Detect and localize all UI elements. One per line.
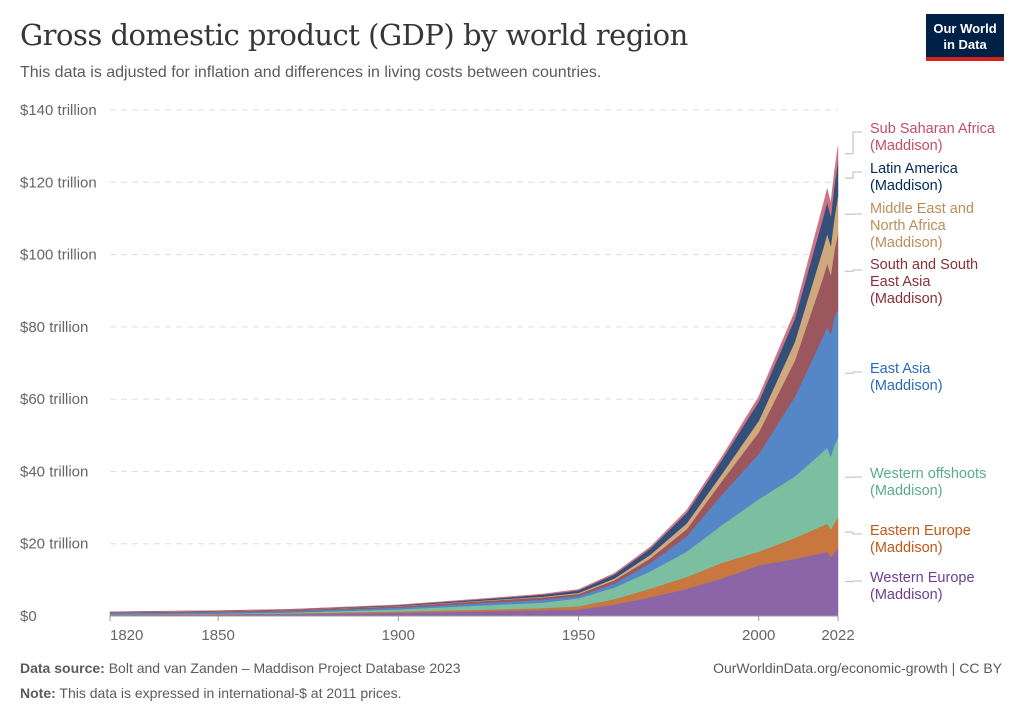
legend-leader-line <box>845 171 862 179</box>
note-text: This data is expressed in international-… <box>59 685 402 701</box>
legend-label: East Asia (Maddison) <box>870 361 943 394</box>
legend-leader-line <box>845 371 862 374</box>
note-label: Note: <box>20 685 56 701</box>
x-tick-label: 2022 <box>821 627 854 644</box>
source-link[interactable]: OurWorldinData.org/economic-growth | CC … <box>713 660 1002 676</box>
legend-label: South and South East Asia (Maddison) <box>870 257 978 307</box>
source-label: Data source: <box>20 660 105 676</box>
legend-label: Sub Saharan Africa (Maddison) <box>870 121 996 154</box>
y-tick-label: $0 <box>20 608 37 625</box>
y-tick-label: $140 trillion <box>20 102 97 119</box>
x-tick-label: 1850 <box>201 627 234 644</box>
note: Note: This data is expressed in internat… <box>20 685 402 701</box>
x-tick-label: 1950 <box>562 627 595 644</box>
data-source: Data source: Bolt and van Zanden – Maddi… <box>20 660 461 676</box>
legend-label: Middle East and North Africa (Maddison) <box>870 201 974 251</box>
y-tick-label: $40 trillion <box>20 463 88 480</box>
source-text: Bolt and van Zanden – Maddison Project D… <box>108 660 461 676</box>
chart-subtitle: This data is adjusted for inflation and … <box>20 64 602 81</box>
area-sub-saharan-africa <box>109 146 839 613</box>
y-tick-label: $100 trillion <box>20 247 97 264</box>
legend-label: Western Europe (Maddison) <box>870 570 975 603</box>
legend-label: Western offshoots (Maddison) <box>870 466 986 499</box>
y-tick-label: $80 trillion <box>20 319 88 336</box>
legend-label: Latin America (Maddison) <box>870 161 959 194</box>
legend-leader-line <box>845 531 862 535</box>
y-tick-label: $20 trillion <box>20 536 88 553</box>
x-tick-label: 1820 <box>110 627 143 644</box>
owid-logo[interactable]: Our World in Data <box>926 14 1004 61</box>
y-tick-label: $120 trillion <box>20 174 97 191</box>
legend-leader-line <box>845 131 862 155</box>
x-tick-label: 1900 <box>382 627 415 644</box>
y-tick-label: $60 trillion <box>20 391 88 408</box>
legend-label: Eastern Europe (Maddison) <box>870 523 971 556</box>
legend-leader-line <box>845 269 862 272</box>
legend-leader-line <box>845 580 862 583</box>
chart-title: Gross domestic product (GDP) by world re… <box>20 18 688 52</box>
x-tick-label: 2000 <box>742 627 775 644</box>
